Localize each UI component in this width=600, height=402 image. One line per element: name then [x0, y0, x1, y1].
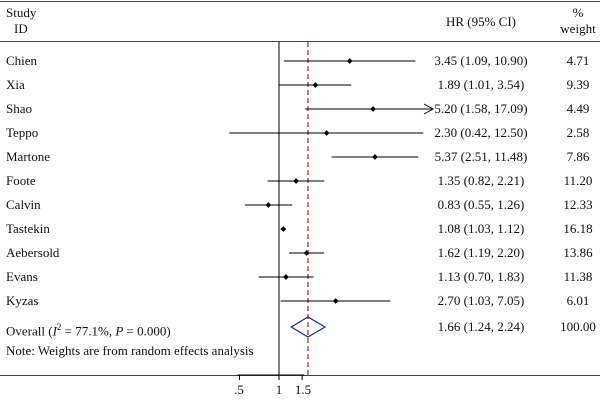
hr-ci-value: 1.13 (0.70, 1.83)	[437, 269, 525, 284]
point-estimate	[312, 82, 319, 88]
study-label: Kyzas	[6, 293, 39, 308]
point-estimate	[370, 106, 376, 112]
study-header-line2: ID	[14, 21, 28, 36]
weight-value: 13.86	[563, 245, 593, 260]
overall-diamond	[290, 316, 327, 338]
overall-weight-value: 100.00	[560, 319, 596, 334]
hr-ci-value: 2.70 (1.03, 7.05)	[437, 293, 525, 308]
overall-ci-value: 1.66 (1.24, 2.24)	[437, 319, 525, 334]
study-label: Tastekin	[6, 221, 50, 236]
hr-ci-value: 3.45 (1.09, 10.90)	[434, 53, 528, 68]
weight-value: 4.49	[566, 101, 590, 116]
weight-value: 6.01	[566, 293, 590, 308]
hr-header: HR (95% CI)	[445, 14, 517, 29]
weight-value: 2.58	[566, 125, 590, 140]
x-tick-label: 1.5	[294, 382, 312, 397]
point-estimate	[303, 250, 310, 256]
x-tick-label: .5	[234, 382, 244, 397]
weight-header-line2: weight	[560, 21, 596, 36]
point-estimate	[372, 154, 378, 160]
header-rule	[0, 41, 600, 42]
point-estimate	[323, 130, 330, 136]
hr-ci-value: 1.08 (1.03, 1.12)	[437, 221, 525, 236]
weight-header-line1: %	[572, 5, 584, 20]
weight-value: 4.71	[566, 53, 590, 68]
study-label: Martone	[6, 149, 51, 164]
hr-ci-value: 1.89 (1.01, 3.54)	[437, 77, 525, 92]
study-label: Aebersold	[6, 245, 60, 260]
hr-ci-value: 1.35 (0.82, 2.21)	[437, 173, 525, 188]
point-estimate	[293, 178, 299, 184]
x-tick-label: 1	[275, 382, 283, 397]
weight-value: 7.86	[566, 149, 590, 164]
point-estimate	[280, 226, 287, 232]
overall-label: Overall (I2 = 77.1%, P = 0.000)	[6, 322, 171, 339]
study-label: Shao	[6, 101, 32, 116]
hr-ci-value: 5.20 (1.58, 17.09)	[434, 101, 528, 116]
point-estimate	[265, 202, 272, 208]
study-label: Calvin	[6, 197, 41, 212]
study-header-line1: Study	[6, 5, 37, 20]
study-header: Study ID	[6, 5, 36, 37]
top-rule	[0, 1, 600, 2]
footnote: Note: Weights are from random effects an…	[6, 343, 254, 358]
study-label: Teppo	[6, 125, 39, 140]
hr-ci-value: 2.30 (0.42, 12.50)	[434, 125, 528, 140]
study-label: Evans	[6, 269, 38, 284]
weight-value: 9.39	[566, 77, 590, 92]
ci-arrow	[423, 103, 435, 115]
point-estimate	[332, 298, 339, 304]
weight-value: 11.38	[563, 269, 593, 284]
study-label: Xia	[6, 77, 25, 92]
point-estimate	[346, 58, 353, 64]
weight-value: 12.33	[563, 197, 593, 212]
study-label: Chien	[6, 53, 38, 68]
hr-ci-value: 5.37 (2.51, 11.48)	[434, 149, 528, 164]
weight-value: 11.20	[563, 173, 593, 188]
weight-value: 16.18	[563, 221, 593, 236]
study-label: Foote	[6, 173, 36, 188]
point-estimate	[283, 274, 289, 280]
weight-header: % weight	[556, 5, 600, 37]
hr-ci-value: 1.62 (1.19, 2.20)	[437, 245, 525, 260]
hr-ci-value: 0.83 (0.55, 1.26)	[437, 197, 525, 212]
